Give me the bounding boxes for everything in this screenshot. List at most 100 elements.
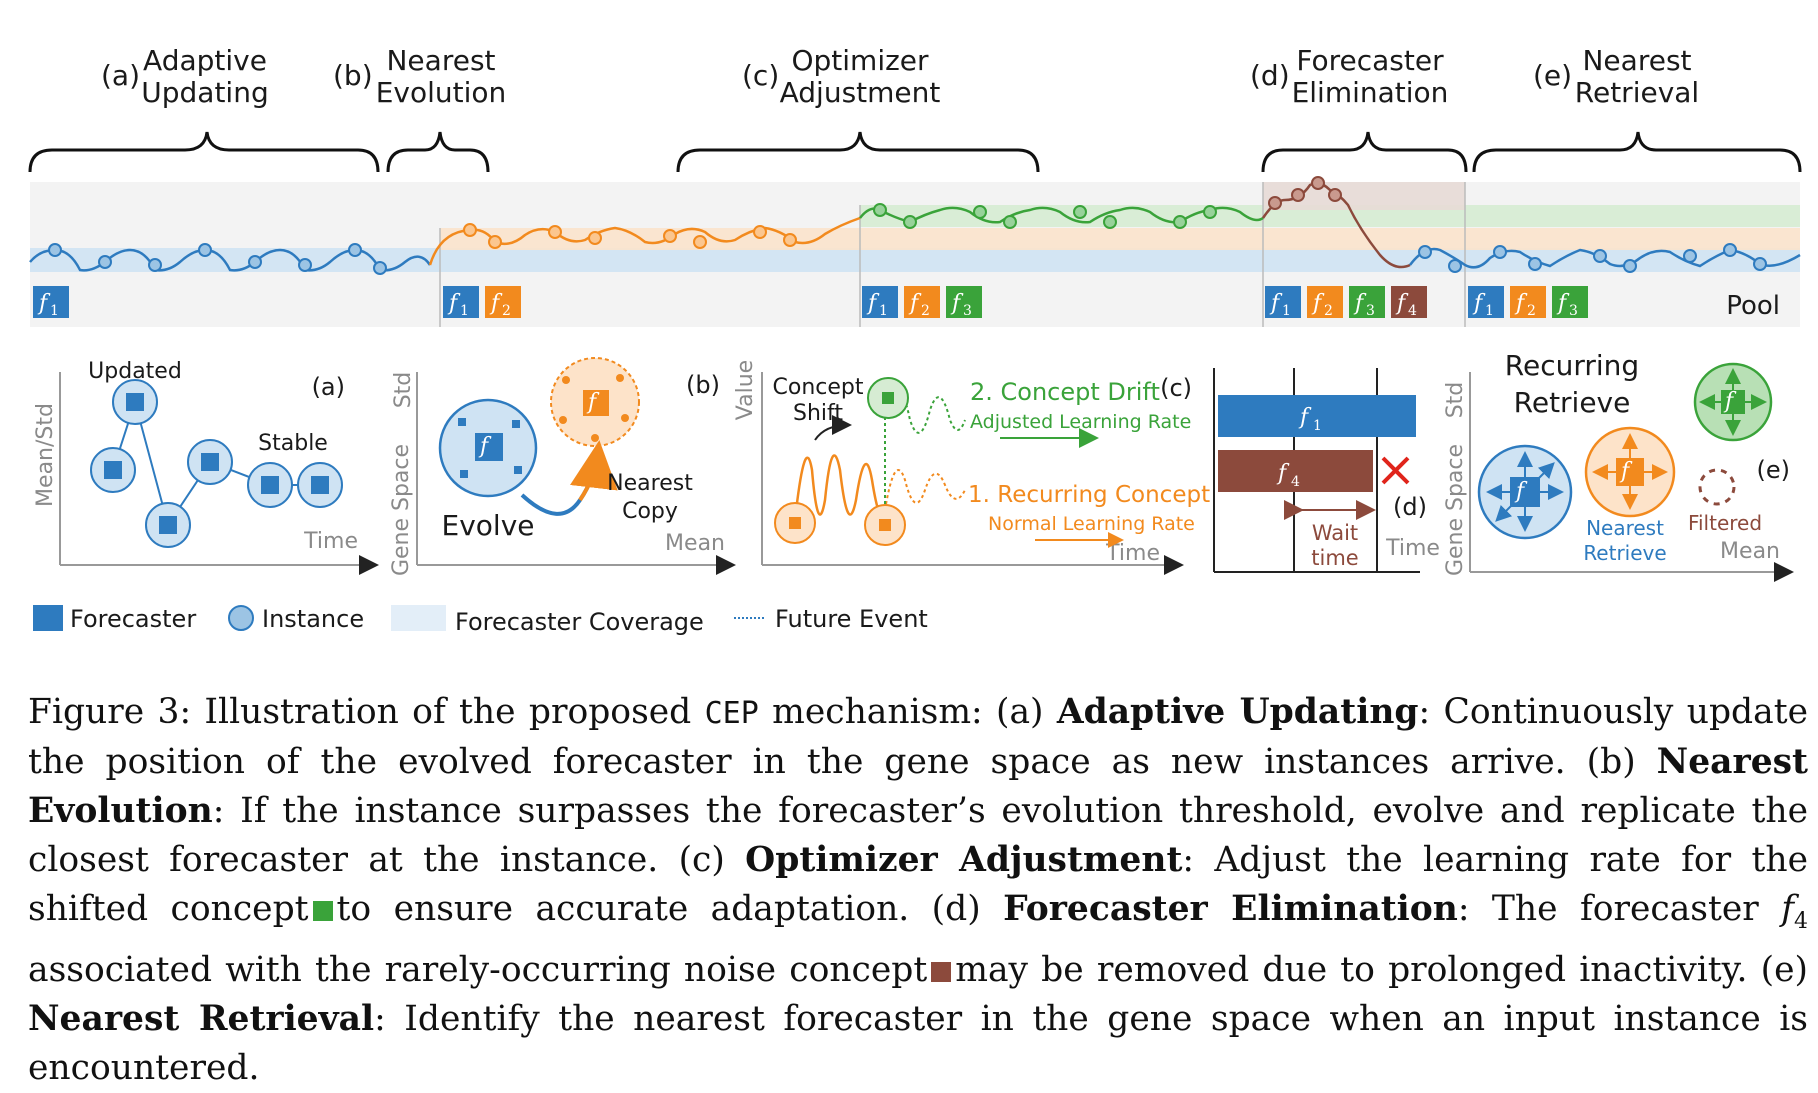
stage-e-line1: Nearest [1582, 44, 1691, 77]
stage-b-letter: (b) [333, 59, 373, 92]
panel-b-evolve: Evolve [442, 509, 535, 542]
brace-a [28, 131, 380, 173]
panel-a-ylabel: Mean/Std [33, 403, 58, 507]
series-orange-b-points [463, 223, 797, 249]
panel-e-ylabel-top: Std [1443, 382, 1468, 419]
svg-text:1: 1 [1485, 303, 1494, 319]
panel-e-title-line1: Recurring [1505, 349, 1639, 382]
stage-e-line2: Retrieval [1575, 76, 1699, 109]
panel-b-ylabel-top: Std [391, 372, 416, 409]
svg-text:2: 2 [502, 303, 511, 319]
stage-e-header: (e) Nearest Retrieval [1533, 44, 1699, 109]
svg-text:3: 3 [1366, 303, 1375, 319]
legend-coverage: Forecaster Coverage [455, 608, 704, 636]
panel-c-tag: (c) [1160, 374, 1192, 402]
panel-c-ylabel: Value [733, 360, 758, 420]
svg-text:2: 2 [1324, 303, 1333, 319]
panel-d-tag: (d) [1393, 493, 1427, 521]
panel-c-shift-line2: Shift [793, 401, 843, 426]
panel-c-shift-line1: Concept [773, 375, 864, 400]
svg-text:1: 1 [460, 303, 469, 319]
svg-text:1: 1 [50, 303, 59, 319]
panel-d-wait-line2: time [1311, 546, 1358, 570]
panel-e-ylabel-side: Gene Space [1443, 444, 1468, 576]
stage-a-letter: (a) [101, 59, 140, 92]
svg-text:2: 2 [1527, 303, 1536, 319]
stage-a-line1: Adaptive [143, 44, 267, 77]
svg-text:3: 3 [1569, 303, 1578, 319]
panel-a-stable: Stable [258, 431, 328, 456]
figure-caption: Figure 3: Illustration of the proposed C… [28, 692, 1808, 1088]
panel-c: Value Time (c) Concept Shift 2. Concept … [733, 360, 1210, 575]
stage-c-header: (c) Optimizer Adjustment [742, 44, 940, 109]
svg-text:3: 3 [963, 303, 972, 319]
panel-b-tag: (b) [686, 371, 720, 399]
panel-e: Std Gene Space Mean (e) Recurring Retrie… [1443, 349, 1794, 582]
panel-e-xlabel: Mean [1720, 539, 1780, 564]
panel-c-recurring: 1. Recurring Concept [968, 482, 1210, 508]
green-concept-square [312, 901, 333, 921]
panel-e-nearest-line1: Nearest [1586, 516, 1664, 540]
panel-e-filtered: Filtered [1688, 511, 1762, 535]
svg-text:1: 1 [1282, 303, 1291, 319]
series-blue-a [29, 248, 432, 272]
legend-forecaster: Forecaster [70, 605, 196, 633]
brace-c [676, 131, 1040, 173]
panel-a-tag: (a) [312, 373, 345, 401]
stage-c-line1: Optimizer [791, 44, 929, 77]
panel-e-title-line2: Retrieve [1514, 386, 1631, 419]
series-brown-d-points [1268, 176, 1342, 210]
stage-c-line2: Adjustment [780, 76, 941, 109]
pool-label: Pool [1726, 291, 1780, 321]
stage-c-letter: (c) [742, 59, 779, 92]
brace-d [1261, 131, 1468, 173]
cep-diagram: (a) Adaptive Updating (b) Nearest Evolut… [28, 44, 1802, 636]
panel-b-ylabel-side: Gene Space [389, 444, 414, 576]
legend-instance-swatch [228, 605, 254, 631]
panel-a-xlabel: Time [303, 529, 358, 554]
panel-d-xlabel: Time [1385, 536, 1440, 561]
brace-b [386, 131, 490, 173]
legend-forecaster-swatch [33, 605, 63, 631]
series-blue-e-points [1418, 243, 1767, 273]
stage-d-line2: Elimination [1292, 76, 1449, 109]
legend-coverage-swatch [391, 605, 446, 631]
brown-concept-square [931, 961, 952, 982]
panel-d-bar-f1: f 1 [1218, 395, 1416, 437]
svg-text:4: 4 [1408, 303, 1417, 319]
series-green-c-points [873, 203, 1217, 229]
panel-d-bar-f4: f 4 [1218, 450, 1373, 492]
stage-a-header: (a) Adaptive Updating [101, 44, 269, 109]
svg-text:4: 4 [1291, 474, 1300, 490]
panel-b: Std Gene Space Mean (b) f f Evolve Neare… [389, 357, 736, 576]
stage-b-line1: Nearest [386, 44, 495, 77]
svg-text:1: 1 [879, 303, 888, 319]
panel-d: f 1 f 4 Wait time (d) Time [1213, 368, 1440, 573]
panel-c-normal: Normal Learning Rate [988, 513, 1195, 535]
series-blue-a-points [48, 243, 387, 275]
panel-e-node-f1: f [1477, 444, 1573, 540]
brace-e [1472, 131, 1802, 173]
stage-e-letter: (e) [1533, 59, 1572, 92]
panel-e-node-f3: f [1693, 362, 1773, 442]
legend-instance: Instance [262, 605, 364, 633]
stage-b-header: (b) Nearest Evolution [333, 44, 506, 109]
panel-e-node-f2: f [1584, 426, 1676, 518]
